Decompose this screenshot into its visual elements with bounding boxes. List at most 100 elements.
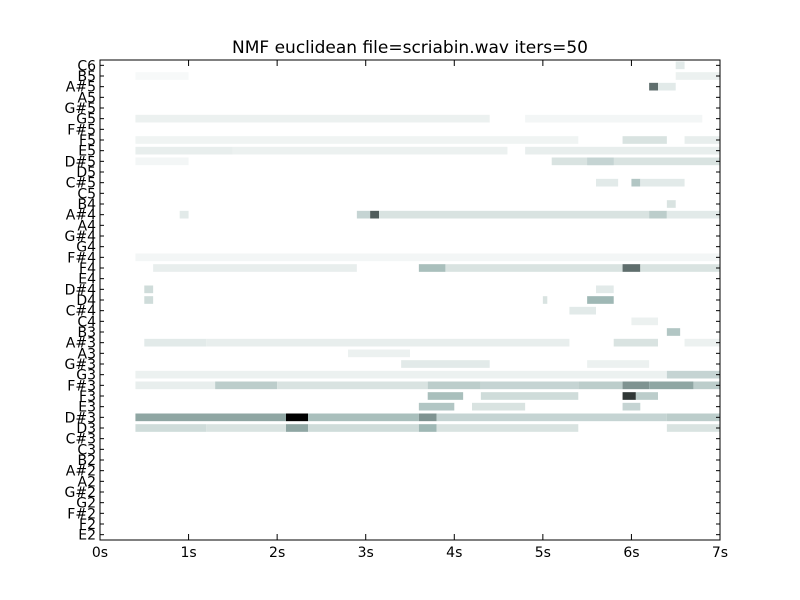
x-tick-label: 5s: [535, 545, 551, 561]
y-tick-label: G#2: [65, 485, 97, 501]
heatmap-cell-e5: [525, 146, 720, 155]
y-tick-label: A3: [78, 346, 96, 362]
heatmap-cell-asharp3: [206, 338, 570, 347]
y-tick-label: G5: [76, 112, 96, 128]
y-tick-label: F#3: [67, 378, 96, 394]
y-tick-label: C#3: [66, 432, 96, 448]
heatmap-cell-g3: [135, 370, 667, 379]
heatmap-cell-b4: [666, 200, 676, 208]
y-tick-label: G4: [76, 240, 96, 256]
x-tick-label: 3s: [358, 545, 374, 561]
heatmap-cell-dsharp3: [135, 413, 286, 422]
y-tick-label: A#3: [66, 336, 96, 352]
heatmap-cell-asharp4: [179, 210, 189, 219]
x-tick-label: 4s: [446, 545, 462, 561]
x-tick-label: 7s: [712, 545, 728, 561]
heatmap-cell-dsharp3: [666, 413, 720, 422]
heatmap-cell-e3: [622, 402, 641, 411]
x-tick-label: 1s: [180, 545, 196, 561]
heatmap-cell-dsharp3: [286, 413, 309, 422]
heatmap-cell-e5: [232, 146, 508, 155]
heatmap-cell-fsharp4: [135, 253, 720, 262]
heatmap-cell-c6: [675, 61, 685, 70]
y-tick-label: E5: [78, 144, 96, 160]
heatmap-cell-dsharp4: [596, 285, 614, 294]
heatmap-cell-csharp5: [631, 178, 641, 187]
heatmap-cell-asharp4: [370, 210, 379, 219]
y-tick-label: D5: [76, 165, 96, 181]
heatmap-cell-f4: [418, 264, 446, 272]
heatmap-cell-f3: [635, 392, 658, 400]
y-tick-label: C3: [77, 442, 96, 458]
chart-title: NMF euclidean file=scriabin.wav iters=50: [232, 38, 588, 58]
heatmap-cell-d4: [542, 296, 548, 304]
y-tick-label: F#5: [67, 122, 96, 138]
heatmap-cell-dsharp5: [587, 157, 614, 166]
heatmap-cell-g5: [135, 114, 490, 123]
heatmap-cell-f5: [135, 136, 579, 144]
heatmap-cell-d4: [144, 296, 154, 304]
y-tick-label: F5: [79, 133, 96, 149]
heatmap-cell-dsharp5: [135, 157, 189, 166]
heatmap-cell-asharp4: [666, 210, 720, 219]
heatmap-cell-f3: [427, 392, 464, 400]
heatmap-cell-csharp4: [569, 306, 596, 315]
heatmap-cell-dsharp3: [308, 413, 419, 422]
x-tick-label: 2s: [269, 545, 285, 561]
heatmap-cell-d3: [135, 424, 207, 432]
heatmap-cell-d4: [587, 296, 614, 304]
y-tick-label: A#4: [66, 208, 96, 224]
y-tick-label: D#4: [65, 282, 97, 298]
heatmap-cell-fsharp3: [693, 381, 720, 390]
x-tick-label: 6s: [623, 545, 639, 561]
y-tick-label: G3: [76, 368, 96, 384]
y-tick-label: G2: [76, 496, 96, 512]
heatmap-cell-f4: [622, 264, 641, 272]
y-tick-label: C4: [77, 314, 96, 330]
heatmap-cell-asharp4: [356, 210, 371, 219]
heatmap-cell-fsharp3: [135, 381, 216, 390]
heatmap-cell-f3: [480, 392, 579, 400]
y-tick-label: E4: [78, 272, 96, 288]
heatmap-cell-a3: [348, 349, 410, 358]
x-tick-label: 0s: [92, 545, 108, 561]
heatmap-cell-asharp5: [658, 82, 676, 91]
heatmap-cell-d3: [436, 424, 579, 432]
heatmap-cell-e5: [135, 146, 233, 155]
heatmap-cell-d3: [666, 424, 720, 432]
y-tick-label: G#5: [65, 101, 97, 117]
heatmap-cell-fsharp3: [480, 381, 579, 390]
heatmap-cell-dsharp4: [144, 285, 154, 294]
y-tick-label: C#5: [66, 176, 96, 192]
y-tick-label: C#4: [66, 304, 97, 320]
heatmap-cell-asharp4: [379, 210, 650, 219]
heatmap-cell-e3: [472, 402, 526, 411]
heatmap-cell-fsharp3: [649, 381, 694, 390]
heatmap-cell-csharp5: [596, 178, 619, 187]
y-tick-label: B5: [77, 69, 96, 85]
y-tick-label: F4: [79, 261, 96, 277]
y-tick-label: F#4: [67, 250, 96, 266]
heatmap-cell-b5: [675, 72, 720, 80]
heatmap-cell-f4: [445, 264, 623, 272]
y-tick-label: A#2: [66, 464, 96, 480]
heatmap-cells: [135, 61, 720, 432]
plot-background: [100, 60, 720, 540]
y-tick-label: D#3: [65, 410, 96, 426]
heatmap-cell-f3: [622, 392, 636, 400]
heatmap-cell-fsharp3: [215, 381, 278, 390]
y-tick-label: D#5: [65, 154, 96, 170]
heatmap-cell-asharp3: [613, 338, 658, 347]
heatmap-cell-f4: [640, 264, 720, 272]
heatmap-cell-fsharp3: [277, 381, 428, 390]
heatmap-cell-dsharp3: [436, 413, 667, 422]
heatmap-cell-c4: [631, 317, 658, 326]
heatmap-cell-d3: [286, 424, 309, 432]
y-tick-label: D3: [76, 421, 96, 437]
heatmap-cell-g3: [666, 370, 720, 379]
y-tick-label: A5: [78, 90, 96, 106]
y-tick-label: B4: [77, 197, 96, 213]
heatmap-cell-f4: [153, 264, 357, 272]
y-tick-label: F3: [79, 389, 96, 405]
